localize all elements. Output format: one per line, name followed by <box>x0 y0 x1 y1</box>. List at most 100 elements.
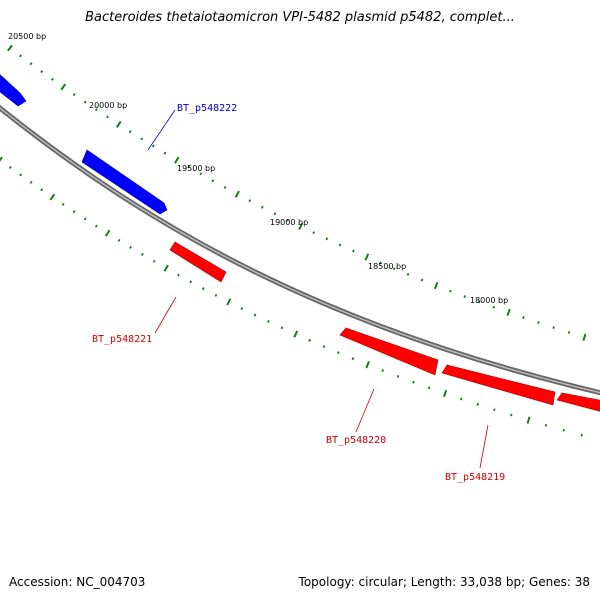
inner-tick-minor <box>351 357 355 361</box>
outer-tick-minor <box>163 151 167 155</box>
gene-arrow-BT_p548219[interactable] <box>441 364 556 406</box>
inner-tick-minor <box>29 180 33 184</box>
leader-line-BT_p548220 <box>355 388 375 433</box>
outer-tick-major <box>506 308 511 317</box>
inner-tick-major <box>365 361 370 369</box>
inner-tick-major <box>0 156 3 162</box>
inner-tick-minor <box>8 165 12 169</box>
inner-tick-minor <box>562 428 565 432</box>
leader-line-BT_p548222 <box>147 109 176 151</box>
gene-arrow-BT_p548221[interactable] <box>169 241 227 283</box>
outer-tick-minor <box>260 205 264 209</box>
outer-tick-minor <box>449 289 452 293</box>
outer-tick-major <box>433 282 439 290</box>
inner-tick-minor <box>94 224 98 228</box>
outer-tick-minor <box>477 300 481 304</box>
outer-tick-major <box>7 44 13 52</box>
inner-tick-minor <box>201 287 205 291</box>
inner-tick-minor <box>381 369 384 373</box>
outer-tick-minor <box>51 77 54 81</box>
inner-tick-minor <box>152 259 156 263</box>
plasmid-backbone <box>0 104 600 396</box>
inner-tick-major <box>163 264 169 272</box>
gene-arrow-reverse-offscreen[interactable] <box>556 392 600 414</box>
leader-line-BT_p548221 <box>154 296 177 334</box>
outer-tick-minor <box>106 115 109 119</box>
outer-tick-major <box>298 222 304 231</box>
inner-tick-minor <box>322 345 326 349</box>
inner-tick-minor <box>117 238 121 242</box>
outer-tick-minor <box>463 295 466 299</box>
gene-arrow-forward-offscreen[interactable] <box>0 70 27 107</box>
outer-tick-minor <box>286 218 290 222</box>
inner-tick-minor <box>177 273 180 277</box>
inner-tick-minor <box>476 402 479 406</box>
inner-tick-minor <box>396 374 400 378</box>
outer-tick-minor <box>94 108 98 112</box>
outer-tick-major <box>60 83 67 91</box>
tick-label-19500: 19500 bp <box>177 164 215 173</box>
inner-tick-major <box>293 330 299 338</box>
outer-tick-minor <box>19 54 22 58</box>
gene-label-BT_p548219[interactable]: BT_p548219 <box>445 472 505 483</box>
inner-tick-major <box>104 229 111 237</box>
inner-tick-major <box>526 416 531 424</box>
inner-tick-major <box>49 193 56 201</box>
outer-tick-ring <box>7 44 587 341</box>
outer-tick-minor <box>199 172 203 176</box>
inner-tick-minor <box>140 252 144 256</box>
gene-arrow-BT_p548220[interactable] <box>339 327 439 376</box>
outer-tick-minor <box>187 165 191 169</box>
outer-tick-minor <box>420 278 424 282</box>
outer-tick-minor <box>83 100 87 104</box>
outer-tick-minor <box>312 231 315 235</box>
tick-label-18500: 18500 bp <box>368 262 406 271</box>
outer-tick-minor <box>379 261 382 265</box>
plasmid-backbone-highlight <box>0 107 600 394</box>
inner-tick-minor <box>253 313 257 317</box>
inner-tick-ring <box>0 156 583 437</box>
tick-label-18000: 18000 bp <box>470 296 508 305</box>
outer-tick-minor <box>211 179 215 183</box>
outer-tick-minor <box>72 93 76 97</box>
outer-tick-minor <box>392 267 396 271</box>
outer-tick-minor <box>406 272 410 276</box>
inner-tick-minor <box>72 210 76 214</box>
inner-tick-minor <box>240 307 244 310</box>
gene-label-BT_p548222[interactable]: BT_p548222 <box>177 103 237 114</box>
gene-arrow-BT_p548222[interactable] <box>81 149 168 215</box>
gene-label-BT_p548221[interactable]: BT_p548221 <box>92 334 152 345</box>
outer-tick-minor <box>128 130 132 134</box>
inner-tick-minor <box>412 380 415 384</box>
outer-tick-major <box>174 156 180 164</box>
outer-tick-minor <box>352 249 355 253</box>
inner-tick-minor <box>427 386 431 390</box>
inner-tick-major <box>226 298 232 306</box>
inner-tick-minor <box>544 423 548 427</box>
inner-tick-minor <box>308 338 312 342</box>
inner-tick-minor <box>493 408 496 412</box>
inner-tick-minor <box>83 217 87 221</box>
outer-tick-minor <box>29 62 33 66</box>
tick-label-20500: 20500 bp <box>8 32 46 41</box>
summary-text: Topology: circular; Length: 33,038 bp; G… <box>298 575 590 589</box>
outer-tick-minor <box>552 326 555 329</box>
inner-tick-minor <box>510 413 513 417</box>
inner-tick-minor <box>61 202 65 206</box>
outer-tick-minor <box>248 199 252 203</box>
outer-tick-minor <box>223 186 227 189</box>
map-title: Bacteroides thetaiotaomicron VPI-5482 pl… <box>85 10 515 25</box>
inner-tick-minor <box>214 293 218 297</box>
leader-line-BT_p548219 <box>479 424 489 469</box>
outer-tick-major <box>364 253 370 261</box>
outer-tick-minor <box>567 331 571 334</box>
outer-tick-minor <box>325 237 329 241</box>
inner-tick-minor <box>189 280 193 284</box>
inner-tick-minor <box>280 326 284 330</box>
outer-tick-major <box>582 333 587 341</box>
gene-label-BT_p548220[interactable]: BT_p548220 <box>326 435 386 446</box>
outer-tick-minor <box>537 321 540 325</box>
outer-tick-minor <box>151 144 155 148</box>
inner-tick-minor <box>580 433 583 437</box>
